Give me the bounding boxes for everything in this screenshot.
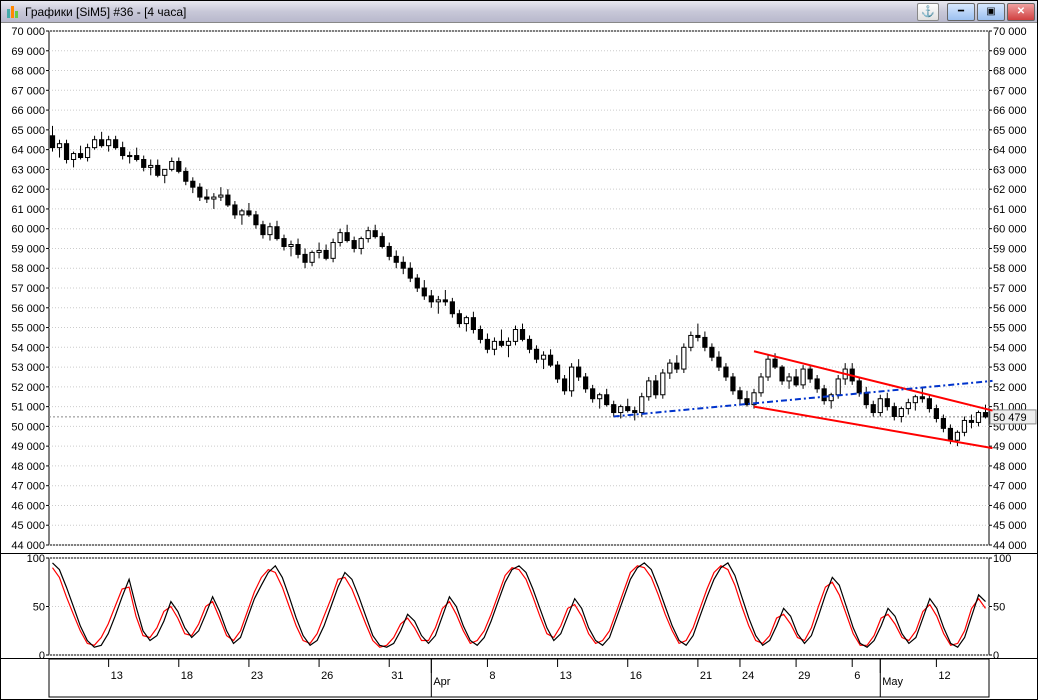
svg-text:65 000: 65 000 (11, 125, 45, 137)
svg-text:55 000: 55 000 (11, 323, 45, 335)
svg-text:58 000: 58 000 (11, 263, 45, 275)
svg-text:64 000: 64 000 (993, 145, 1027, 157)
svg-text:13: 13 (560, 670, 572, 682)
svg-text:46 000: 46 000 (993, 500, 1027, 512)
close-icon: ✕ (1017, 6, 1025, 17)
svg-text:59 000: 59 000 (993, 243, 1027, 255)
svg-text:51 000: 51 000 (11, 402, 45, 414)
svg-text:55 000: 55 000 (993, 323, 1027, 335)
svg-text:53 000: 53 000 (993, 362, 1027, 374)
app-icon (5, 4, 21, 20)
svg-text:63 000: 63 000 (11, 164, 45, 176)
svg-text:26: 26 (321, 670, 333, 682)
svg-text:13: 13 (111, 670, 123, 682)
svg-text:18: 18 (181, 670, 193, 682)
svg-text:60 000: 60 000 (993, 224, 1027, 236)
svg-text:62 000: 62 000 (11, 184, 45, 196)
svg-text:63 000: 63 000 (993, 164, 1027, 176)
anchor-icon: ⚓ (921, 5, 935, 18)
svg-text:57 000: 57 000 (993, 283, 1027, 295)
main-chart[interactable]: 44 000 44 000 45 000 45 000 46 000 46 000 47 0… (1, 23, 1037, 553)
svg-text:61 000: 61 000 (993, 204, 1027, 216)
chart-area: 44 000 44 000 45 000 45 000 46 000 46 000 47 0… (1, 23, 1037, 699)
svg-text:64 000: 64 000 (11, 145, 45, 157)
svg-text:50: 50 (993, 602, 1005, 614)
svg-text:47 000: 47 000 (11, 481, 45, 493)
svg-text:45 000: 45 000 (11, 520, 45, 532)
svg-text:50 000: 50 000 (11, 421, 45, 433)
svg-text:31: 31 (391, 670, 403, 682)
svg-text:62 000: 62 000 (993, 184, 1027, 196)
maximize-icon: ▣ (986, 6, 995, 17)
svg-text:8: 8 (489, 670, 495, 682)
svg-text:48 000: 48 000 (11, 461, 45, 473)
svg-text:52 000: 52 000 (993, 382, 1027, 394)
svg-text:54 000: 54 000 (993, 342, 1027, 354)
svg-text:23: 23 (251, 670, 263, 682)
svg-text:49 000: 49 000 (11, 441, 45, 453)
svg-text:21: 21 (700, 670, 712, 682)
svg-text:50: 50 (33, 602, 45, 614)
svg-text:67 000: 67 000 (11, 85, 45, 97)
svg-text:49 000: 49 000 (993, 441, 1027, 453)
svg-text:12: 12 (938, 670, 950, 682)
svg-text:44 000: 44 000 (11, 540, 45, 552)
svg-text:66 000: 66 000 (11, 105, 45, 117)
svg-text:Apr: Apr (433, 676, 450, 688)
svg-text:69 000: 69 000 (11, 46, 45, 58)
titlebar[interactable]: Графики [SiM5] #36 - [4 часа] ⚓ ━ ▣ ✕ (1, 1, 1037, 23)
svg-text:16: 16 (630, 670, 642, 682)
svg-text:44 000: 44 000 (993, 540, 1027, 552)
window-frame: Графики [SiM5] #36 - [4 часа] ⚓ ━ ▣ ✕ 44… (0, 0, 1038, 700)
svg-text:66 000: 66 000 (993, 105, 1027, 117)
svg-text:29: 29 (798, 670, 810, 682)
svg-text:69 000: 69 000 (993, 46, 1027, 58)
svg-text:53 000: 53 000 (11, 362, 45, 374)
svg-text:47 000: 47 000 (993, 481, 1027, 493)
svg-text:50 479: 50 479 (993, 412, 1027, 424)
svg-text:57 000: 57 000 (11, 283, 45, 295)
svg-text:70 000: 70 000 (993, 26, 1027, 38)
svg-text:6: 6 (854, 670, 860, 682)
svg-text:100: 100 (993, 554, 1011, 565)
svg-text:56 000: 56 000 (11, 303, 45, 315)
svg-text:100: 100 (27, 554, 45, 565)
window-title: Графики [SiM5] #36 - [4 часа] (25, 5, 917, 19)
svg-text:24: 24 (742, 670, 754, 682)
svg-text:46 000: 46 000 (11, 500, 45, 512)
maximize-button[interactable]: ▣ (977, 3, 1005, 21)
svg-text:52 000: 52 000 (11, 382, 45, 394)
anchor-button[interactable]: ⚓ (917, 3, 939, 21)
svg-text:68 000: 68 000 (993, 66, 1027, 78)
svg-text:60 000: 60 000 (11, 224, 45, 236)
svg-text:61 000: 61 000 (11, 204, 45, 216)
close-button[interactable]: ✕ (1007, 3, 1035, 21)
svg-text:70 000: 70 000 (11, 26, 45, 38)
oscillator-chart[interactable]: 005050100100 (1, 553, 1037, 658)
svg-text:56 000: 56 000 (993, 303, 1027, 315)
svg-text:67 000: 67 000 (993, 85, 1027, 97)
svg-text:48 000: 48 000 (993, 461, 1027, 473)
svg-text:58 000: 58 000 (993, 263, 1027, 275)
svg-text:59 000: 59 000 (11, 243, 45, 255)
minimize-icon: ━ (958, 6, 964, 17)
svg-text:May: May (882, 676, 903, 688)
svg-text:65 000: 65 000 (993, 125, 1027, 137)
svg-text:68 000: 68 000 (11, 66, 45, 78)
svg-text:45 000: 45 000 (993, 520, 1027, 532)
svg-text:54 000: 54 000 (11, 342, 45, 354)
minimize-button[interactable]: ━ (947, 3, 975, 21)
title-controls: ⚓ ━ ▣ ✕ (917, 3, 1035, 21)
date-axis: 13 18 23 26 31 Apr 8 13 16 21 24 29 6 May 12 (1, 658, 1037, 698)
